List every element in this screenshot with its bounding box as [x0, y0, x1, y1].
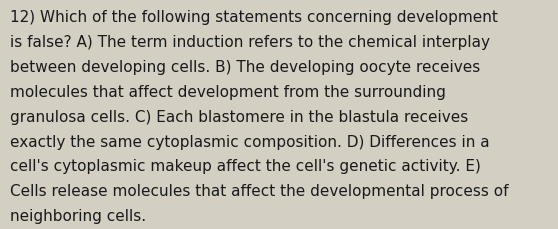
- Text: exactly the same cytoplasmic composition. D) Differences in a: exactly the same cytoplasmic composition…: [10, 134, 490, 149]
- Text: is false? A) The term induction refers to the chemical interplay: is false? A) The term induction refers t…: [10, 35, 490, 50]
- Text: 12) Which of the following statements concerning development: 12) Which of the following statements co…: [10, 10, 498, 25]
- Text: granulosa cells. C) Each blastomere in the blastula receives: granulosa cells. C) Each blastomere in t…: [10, 109, 468, 124]
- Text: neighboring cells.: neighboring cells.: [10, 208, 146, 223]
- Text: cell's cytoplasmic makeup affect the cell's genetic activity. E): cell's cytoplasmic makeup affect the cel…: [10, 159, 481, 174]
- Text: molecules that affect development from the surrounding: molecules that affect development from t…: [10, 85, 446, 99]
- Text: Cells release molecules that affect the developmental process of: Cells release molecules that affect the …: [10, 183, 508, 198]
- Text: between developing cells. B) The developing oocyte receives: between developing cells. B) The develop…: [10, 60, 480, 75]
